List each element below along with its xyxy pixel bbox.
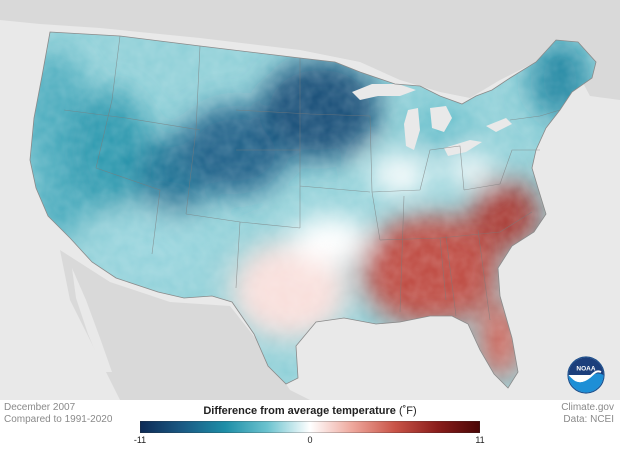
footer-left: December 2007 Compared to 1991-2020: [4, 402, 112, 426]
baja-gulf: [72, 268, 112, 372]
canada-land: [0, 0, 620, 100]
footer-right: Climate.gov Data: NCEI: [561, 402, 614, 426]
noaa-logo: NOAA: [567, 356, 605, 394]
credit-data: Data: NCEI: [563, 414, 614, 425]
legend-title: Difference from average temperature (˚F): [140, 405, 480, 417]
legend-min-label: -11: [133, 435, 147, 445]
temperature-anomaly-map: [0, 0, 620, 400]
mexico-land: [60, 250, 310, 400]
legend-unit: (˚F): [398, 405, 417, 417]
state-borders: [63, 35, 561, 321]
legend-color-bar: [140, 421, 480, 433]
map-area: [0, 0, 620, 400]
period-label: December 2007: [4, 402, 76, 413]
legend-max-label: 11: [475, 435, 485, 445]
legend-mid-label: 0: [307, 435, 313, 445]
svg-text:NOAA: NOAA: [576, 366, 595, 373]
great-lakes: [352, 84, 512, 156]
baseline-label: Compared to 1991-2020: [4, 414, 113, 425]
credit-site: Climate.gov: [561, 402, 614, 413]
legend-title-text: Difference from average temperature: [203, 405, 396, 417]
